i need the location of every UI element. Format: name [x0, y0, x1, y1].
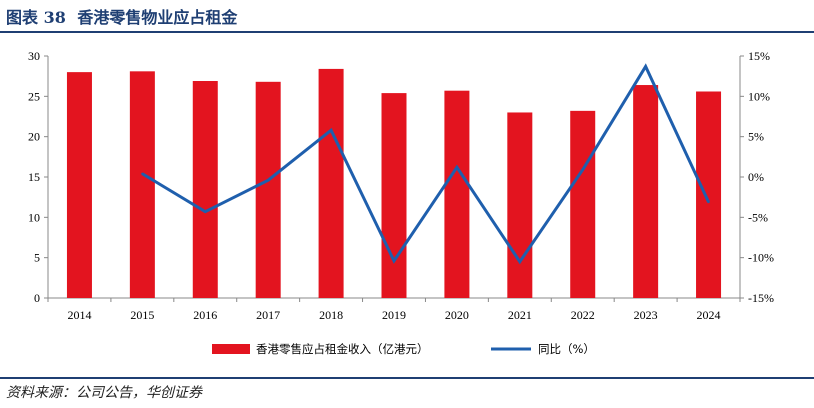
y-left-tick-label: 25: [28, 89, 40, 103]
x-tick-label: 2024: [697, 308, 721, 322]
source-note: 资料来源：公司公告，华创证券: [6, 385, 202, 401]
bar: [66, 72, 92, 298]
y-right-tick-label: 15%: [748, 49, 770, 63]
bar: [507, 112, 533, 298]
line-point: [518, 260, 522, 263]
bar: [192, 81, 218, 298]
x-tick-label: 2014: [67, 308, 91, 322]
line-point: [644, 65, 647, 68]
legend-label-bar: 香港零售应占租金收入（亿港元）: [256, 342, 429, 356]
chart-legend: 香港零售应占租金收入（亿港元） 同比（%）: [212, 342, 595, 356]
y-right-tick-label: 0%: [748, 170, 764, 184]
y-left-tick-label: 5: [34, 251, 40, 265]
bar: [444, 90, 470, 298]
y-right-tick-label: -5%: [748, 210, 768, 224]
bar: [318, 68, 344, 298]
line-point: [204, 210, 207, 213]
x-tick-label: 2016: [193, 308, 217, 322]
bar: [129, 71, 155, 299]
bar: [633, 85, 659, 298]
y-right-tick-label: -15%: [748, 291, 774, 305]
legend-swatch-bar: [212, 344, 250, 354]
y-left-tick-label: 10: [28, 210, 40, 224]
series-line: [141, 63, 710, 265]
figure-label: 图表 38: [6, 8, 66, 27]
bar: [255, 81, 281, 299]
bar-line-chart: 0 5 10 15 20 25 30 -15% -10% -5% 0% 5% 10% 15% 2014 201…: [28, 49, 774, 356]
bar-series: [66, 68, 722, 299]
title-rule: [0, 31, 814, 33]
line-point: [141, 172, 144, 175]
line-point: [266, 179, 270, 182]
chart-axes: 0 5 10 15 20 25 30 -15% -10% -5% 0% 5% 10% 15% 2014 201…: [28, 49, 774, 322]
x-tick-label: 2022: [571, 308, 595, 322]
line-point: [581, 168, 584, 171]
y-left-tick-label: 30: [28, 49, 40, 63]
x-tick-label: 2023: [634, 308, 658, 322]
line-point: [329, 129, 333, 132]
y-left-tick-label: 20: [28, 130, 40, 144]
line-point: [455, 166, 459, 169]
y-left-tick-label: 0: [34, 291, 40, 305]
legend-label-line: 同比（%）: [538, 342, 595, 356]
figure-title: 图表 38 香港零售物业应占租金: [6, 4, 243, 28]
x-tick-label: 2020: [445, 308, 469, 322]
line-series: [141, 63, 710, 265]
y-right-tick-label: -10%: [748, 251, 774, 265]
x-tick-label: 2017: [256, 308, 280, 322]
bar: [381, 93, 407, 299]
y-right-tick-label: 10%: [748, 89, 770, 103]
x-tick-label: 2015: [130, 308, 154, 322]
y-left-tick-label: 15: [28, 170, 40, 184]
y-right-tick-label: 5%: [748, 130, 764, 144]
x-tick-label: 2018: [319, 308, 343, 322]
figure-title-text: 香港零售物业应占租金: [77, 8, 238, 27]
x-tick-label: 2021: [508, 308, 532, 322]
line-point: [392, 259, 396, 263]
bar: [696, 91, 722, 298]
x-tick-label: 2019: [382, 308, 406, 322]
line-point: [707, 200, 710, 204]
source-rule: [0, 377, 814, 379]
bar: [570, 110, 596, 298]
